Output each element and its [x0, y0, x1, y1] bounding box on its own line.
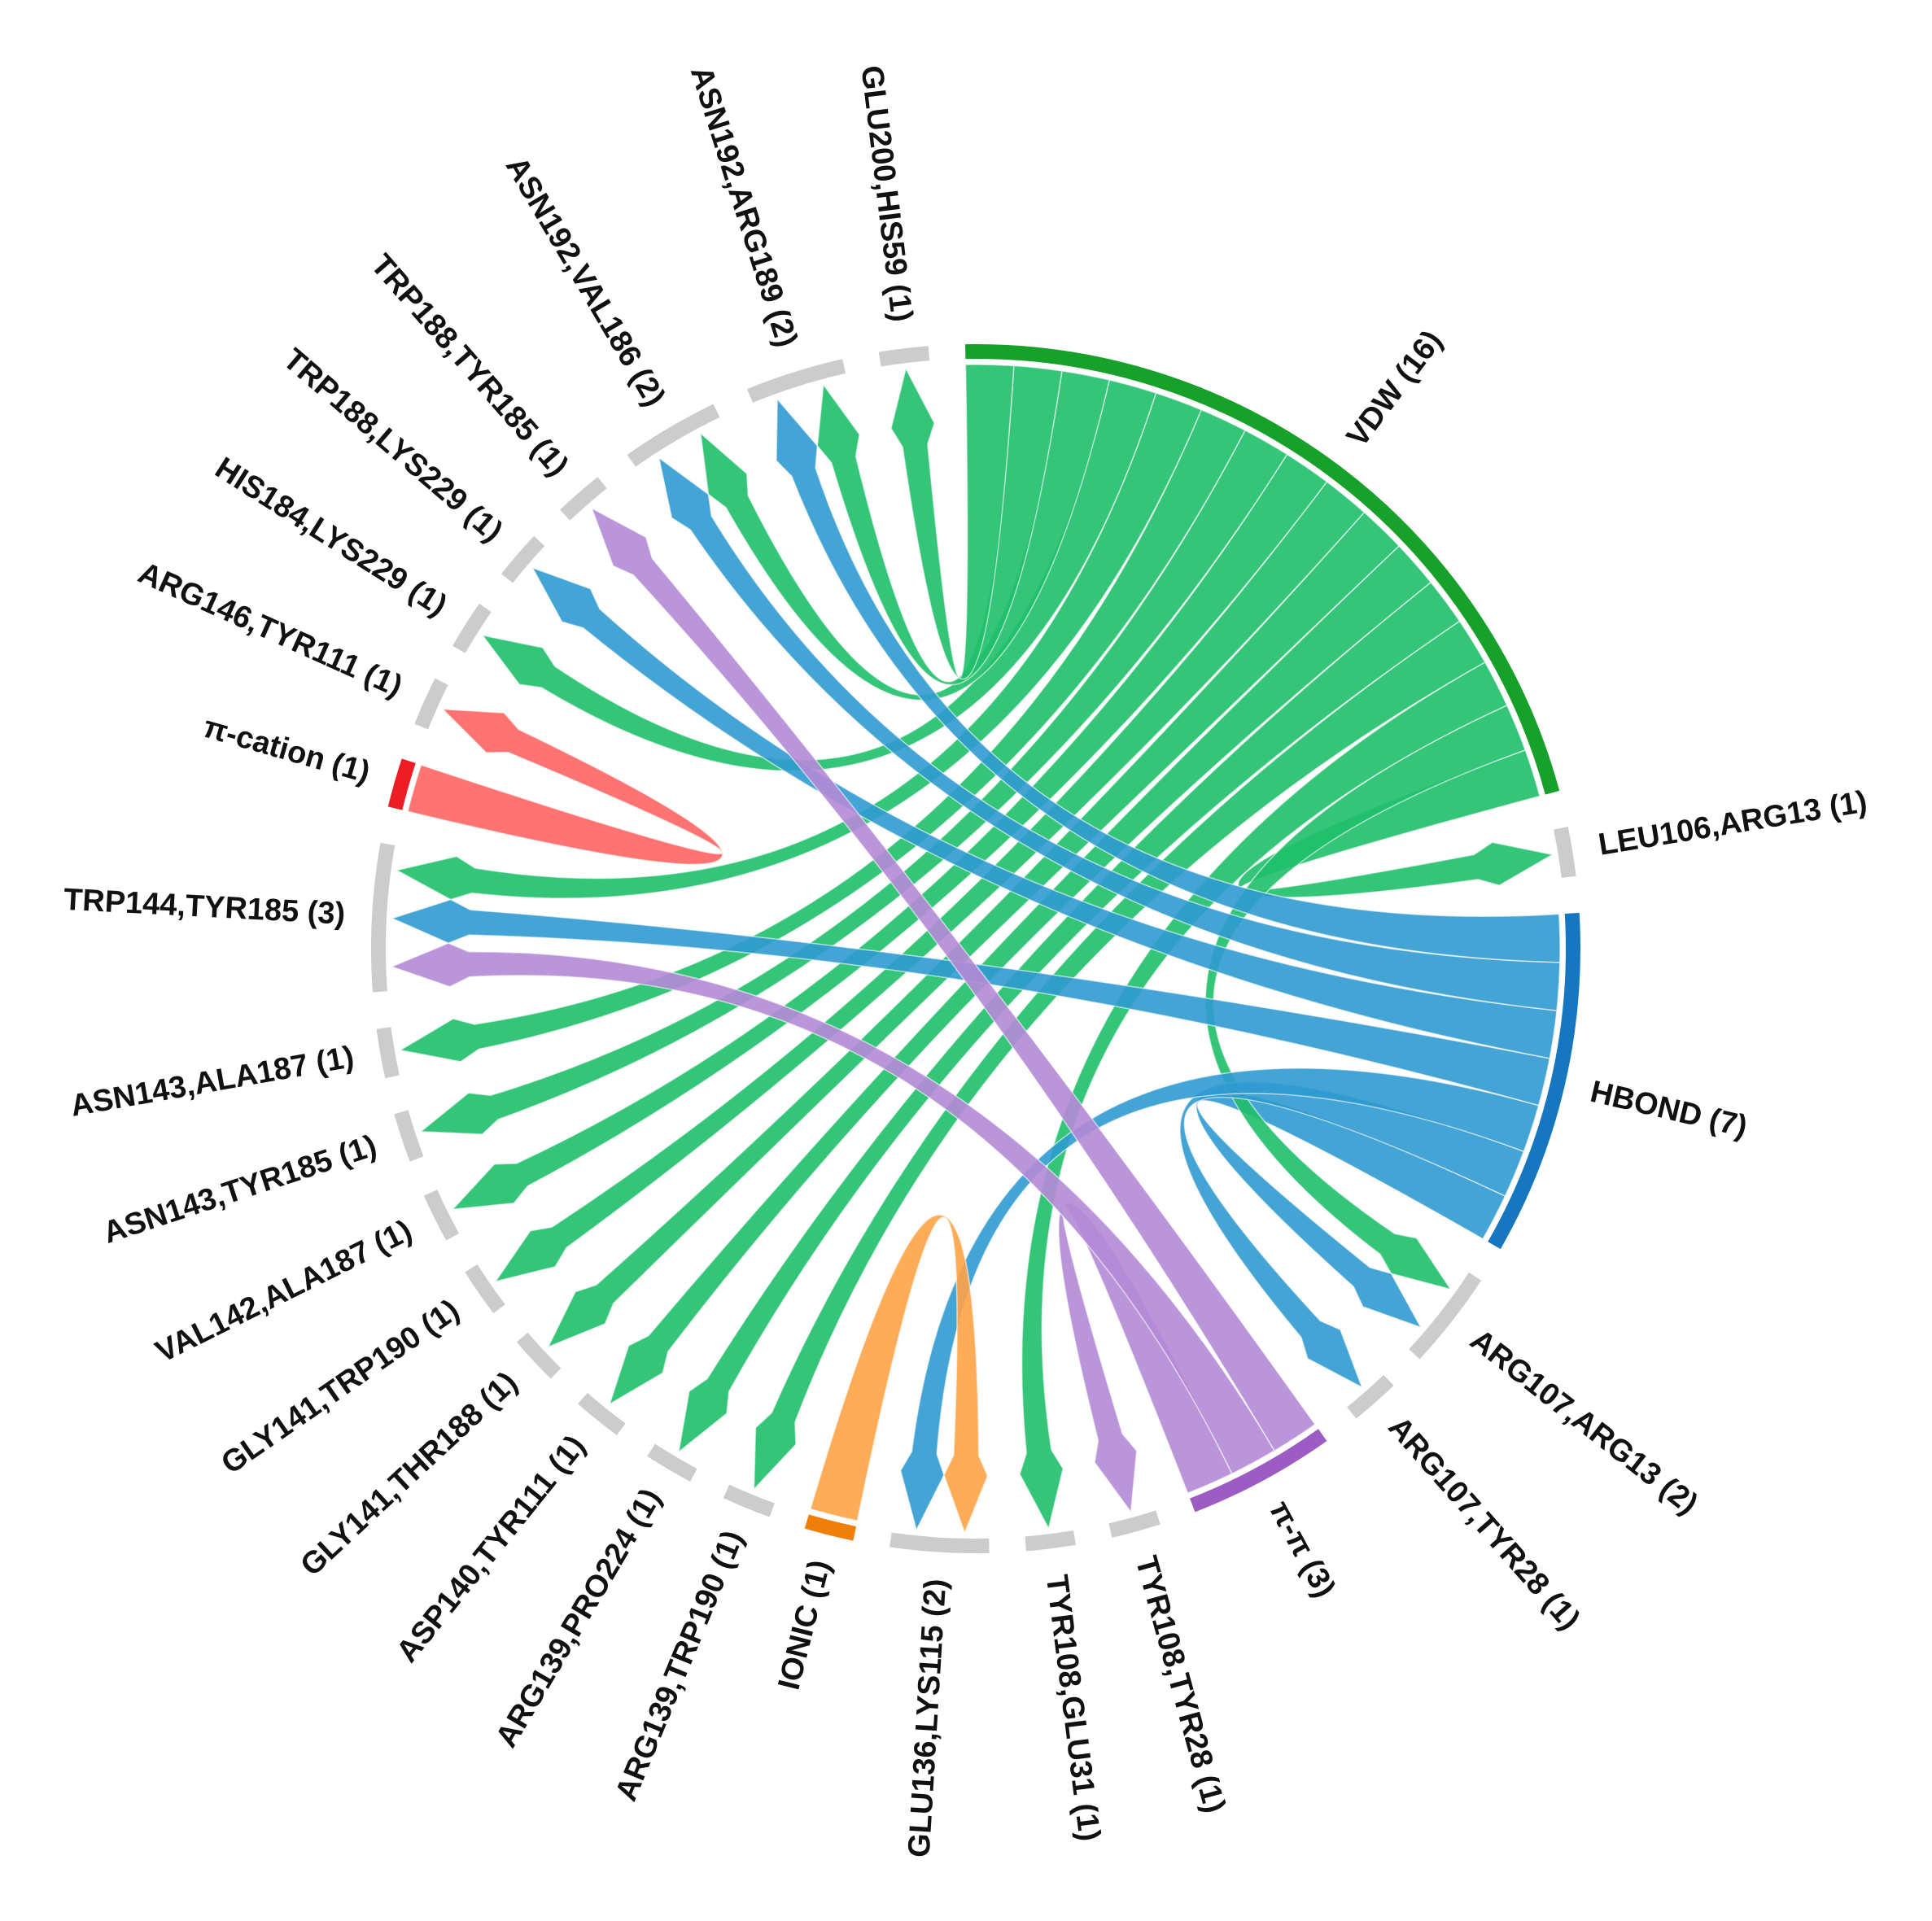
- chord: [481, 379, 1157, 772]
- node-label: LEU106,ARG13 (1): [1596, 785, 1869, 862]
- node-arc: [394, 1110, 424, 1162]
- node-label: TRP144,TYR185 (3): [63, 883, 346, 932]
- node-arc: [723, 1484, 775, 1517]
- node-label: VDW (16): [1340, 325, 1449, 454]
- node-arc: [452, 603, 492, 653]
- chord: [753, 620, 1486, 1491]
- node-label: ASN143,ALA187 (1): [68, 1040, 356, 1124]
- chord: [677, 581, 1461, 1454]
- chord: [419, 429, 1288, 1135]
- node-arc: [387, 758, 416, 810]
- node-arc: [1409, 1272, 1482, 1360]
- node-label: TYR108,GLU31 (1): [1039, 1573, 1107, 1843]
- node-label: ARG107,TYR28 (1): [1382, 1410, 1587, 1636]
- chord: [494, 480, 1366, 1283]
- node-label: π-π (3): [1262, 1495, 1342, 1603]
- node-label: ARG107,ARG13 (2): [1464, 1323, 1704, 1522]
- ring: [371, 344, 1581, 1553]
- node-arc: [627, 404, 720, 467]
- node-arc: [890, 1532, 990, 1553]
- node-arc: [423, 1190, 460, 1241]
- chord: [451, 453, 1328, 1211]
- node-arc: [804, 1514, 857, 1541]
- chord: [398, 408, 1246, 1063]
- chord: [899, 1067, 1540, 1532]
- node-arc: [647, 1443, 697, 1482]
- node-arc: [1488, 912, 1581, 1250]
- node-label: ASN192,ARG189 (2): [684, 62, 804, 351]
- node-label: TYR108,TYR28 (1): [1129, 1552, 1232, 1817]
- chord: [407, 708, 723, 866]
- node-arc: [1025, 1530, 1076, 1552]
- node-label: HBOND (7): [1587, 1075, 1751, 1145]
- node-arc: [414, 678, 448, 730]
- node-arc: [465, 1264, 505, 1314]
- chord: [390, 942, 1276, 1475]
- node-arc: [376, 1027, 400, 1079]
- node-label: ARG139,TRP190 (1): [609, 1526, 750, 1805]
- node-arc: [1108, 1510, 1161, 1538]
- node-arc: [577, 1392, 626, 1435]
- node-label: GLU200,HIS59 (1): [854, 63, 919, 324]
- node-arc: [965, 344, 1560, 795]
- chord: [658, 456, 1561, 1011]
- node-label: π-cation (1): [199, 710, 374, 790]
- chord: [590, 507, 1316, 1452]
- node-arc: [1189, 1429, 1327, 1513]
- chord: [890, 364, 1015, 680]
- node-label: ASN192,VAL186 (2): [499, 151, 672, 413]
- chord: [809, 1214, 989, 1535]
- node-arc: [1347, 1374, 1394, 1419]
- node-label: ASN143,TYR185 (1): [99, 1129, 381, 1251]
- node-arc: [746, 359, 846, 403]
- node-label: GLU136,LYS115 (2): [903, 1578, 954, 1858]
- chord: [1237, 749, 1554, 898]
- node-arc: [501, 535, 545, 583]
- chord: [390, 898, 1551, 1107]
- chord: [531, 566, 1558, 1059]
- node-arc: [878, 346, 930, 367]
- node-arc: [560, 477, 607, 521]
- node-label: IONIC (1): [772, 1556, 837, 1693]
- node-arc: [1554, 827, 1576, 878]
- chord: [776, 397, 1561, 963]
- node-arc: [516, 1332, 562, 1379]
- node-arc: [371, 842, 396, 993]
- chord: [395, 392, 1203, 901]
- chords: [390, 364, 1561, 1535]
